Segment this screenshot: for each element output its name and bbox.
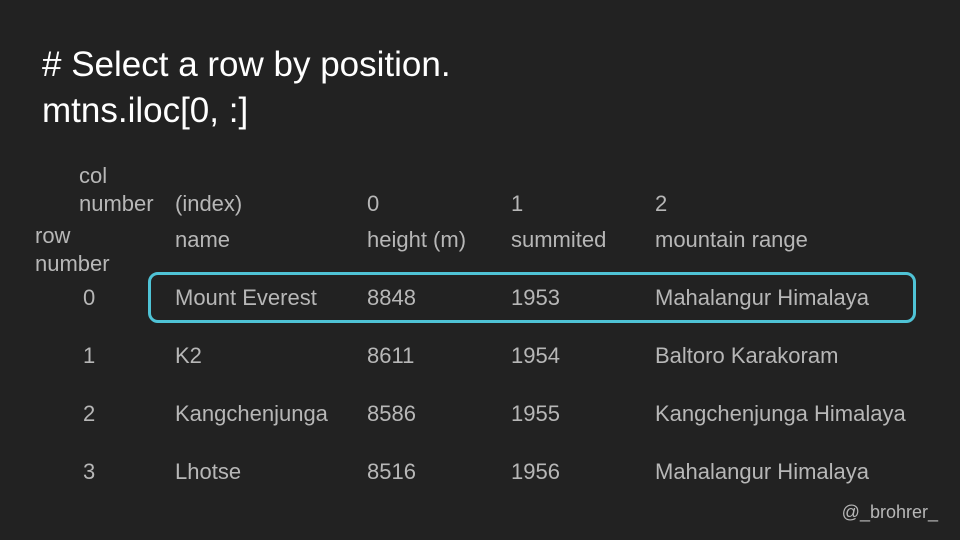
- title-line-code: mtns.iloc[0, :]: [42, 91, 249, 130]
- row-number: 1: [83, 343, 96, 368]
- cell-summited: 1954: [511, 343, 560, 368]
- cell-height: 8611: [367, 343, 415, 368]
- cell-height: 8848: [367, 285, 416, 310]
- title-line-comment: # Select a row by position.: [42, 45, 451, 84]
- cell-summited: 1953: [511, 285, 560, 310]
- column-header-summited: summited: [511, 227, 607, 252]
- col-number-2: 2: [655, 191, 668, 216]
- cell-name: Lhotse: [175, 459, 242, 484]
- col-number-1: 1: [511, 191, 524, 216]
- cell-summited: 1955: [511, 401, 560, 426]
- cell-name: Mount Everest: [175, 285, 317, 310]
- row-number-label-line1: row: [35, 223, 71, 248]
- selected-row-highlight: [148, 272, 916, 323]
- column-header-range: mountain range: [655, 227, 808, 252]
- slide-title: # Select a row by position. mtns.iloc[0,…: [42, 42, 451, 134]
- index-label: (index): [175, 191, 243, 216]
- index-name-header: name: [175, 227, 231, 252]
- cell-range: Baltoro Karakoram: [655, 343, 839, 368]
- cell-height: 8516: [367, 459, 416, 484]
- cell-height: 8586: [367, 401, 416, 426]
- col-number-label-line2: number: [79, 191, 154, 216]
- cell-summited: 1956: [511, 459, 560, 484]
- cell-name: Kangchenjunga: [175, 401, 328, 426]
- row-number-label-line2: number: [35, 251, 110, 276]
- row-number: 2: [83, 401, 96, 426]
- cell-name: K2: [175, 343, 202, 368]
- cell-range: Kangchenjunga Himalaya: [655, 401, 906, 426]
- col-number-label-line1: col: [79, 163, 108, 188]
- cell-range: Mahalangur Himalaya: [655, 285, 869, 310]
- cell-range: Mahalangur Himalaya: [655, 459, 869, 484]
- row-number: 3: [83, 459, 96, 484]
- author-credit: @_brohrer_: [841, 502, 938, 522]
- row-number: 0: [83, 285, 96, 310]
- col-number-0: 0: [367, 191, 380, 216]
- column-header-height: height (m): [367, 227, 467, 252]
